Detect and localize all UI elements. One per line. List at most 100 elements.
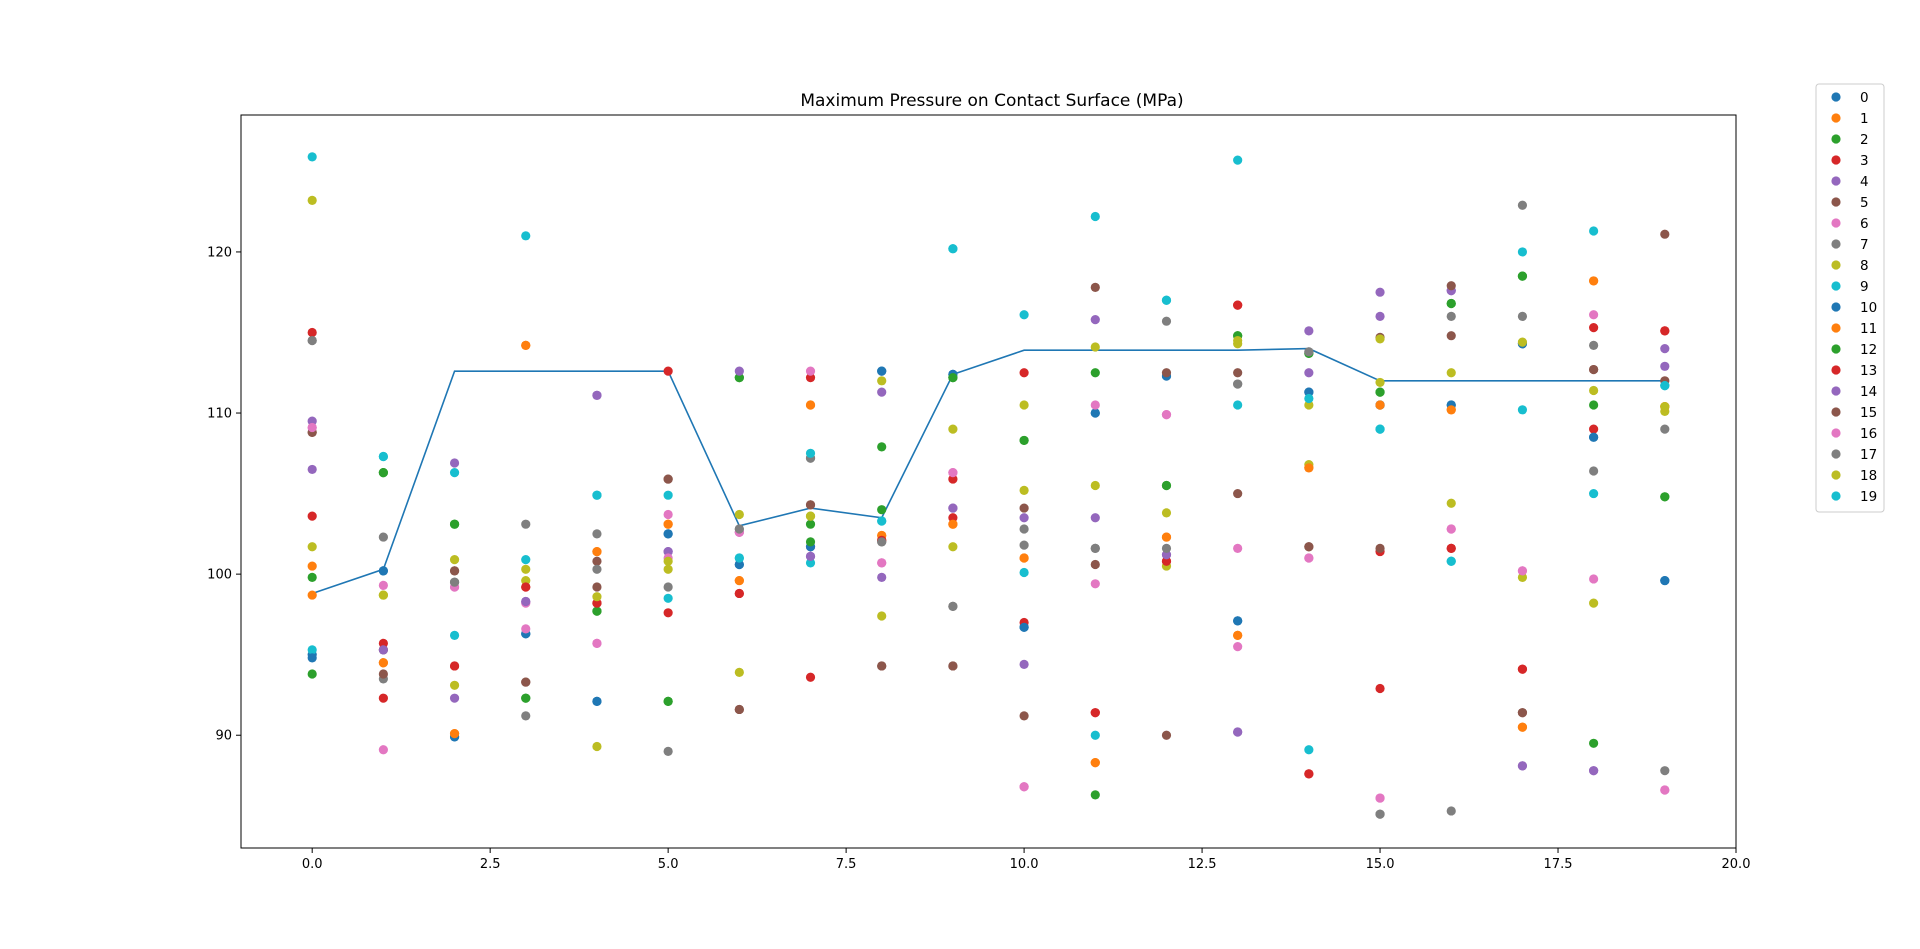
- data-point: [1161, 368, 1172, 378]
- data-point: [1233, 727, 1243, 737]
- data-point: [1517, 200, 1528, 210]
- data-point: [1589, 466, 1599, 476]
- data-point: [1019, 513, 1029, 523]
- data-point: [1589, 400, 1599, 410]
- x-axis: 0.0 2.5 5.0 7.5 10.0 12.5 15.0 17.5 20.0: [302, 848, 1750, 872]
- data-point: [1090, 790, 1100, 800]
- data-point: [521, 693, 531, 703]
- legend-label: 18: [1860, 468, 1877, 484]
- data-point: [805, 551, 816, 562]
- data-point: [1589, 766, 1599, 776]
- data-point: [521, 519, 531, 529]
- data-point: [307, 572, 317, 582]
- data-point: [877, 558, 887, 568]
- data-point: [307, 335, 317, 346]
- series-14: [307, 286, 1670, 776]
- series-8: [307, 195, 1670, 752]
- data-point: [521, 677, 531, 687]
- data-point: [1019, 782, 1029, 792]
- data-point: [592, 556, 602, 566]
- data-point: [521, 596, 531, 607]
- data-point: [805, 672, 816, 682]
- data-point: [1660, 361, 1670, 371]
- data-point: [1161, 410, 1172, 420]
- data-point: [1019, 540, 1029, 550]
- data-point: [307, 416, 317, 426]
- data-point: [1589, 488, 1599, 499]
- data-point: [734, 667, 744, 678]
- data-point: [1233, 400, 1243, 410]
- data-point: [1446, 524, 1456, 534]
- data-point: [1446, 311, 1456, 321]
- data-point: [378, 669, 388, 679]
- data-point: [1446, 405, 1456, 415]
- data-point: [734, 559, 744, 570]
- data-point: [877, 366, 887, 376]
- data-point: [1233, 335, 1243, 346]
- data-point: [521, 582, 531, 592]
- data-point: [877, 611, 887, 621]
- data-point: [449, 519, 460, 529]
- data-point: [1304, 368, 1314, 378]
- data-point: [663, 608, 673, 618]
- series-10: [307, 339, 1670, 742]
- x-tick-label: 5.0: [658, 857, 679, 872]
- data-point: [1660, 766, 1670, 776]
- data-point: [1161, 480, 1172, 491]
- data-point: [1161, 543, 1172, 553]
- legend-marker: [1831, 470, 1841, 480]
- data-point: [663, 696, 673, 707]
- data-point: [307, 590, 317, 600]
- legend-marker: [1831, 113, 1841, 123]
- data-point: [1304, 387, 1314, 397]
- data-point: [378, 638, 388, 649]
- legend-label: 19: [1860, 489, 1877, 505]
- data-point: [1161, 532, 1172, 542]
- data-point: [1375, 311, 1385, 321]
- data-point: [663, 556, 673, 566]
- data-point: [1019, 553, 1029, 563]
- data-point: [877, 376, 887, 386]
- series-19: [307, 152, 1670, 566]
- legend-label: 12: [1860, 342, 1877, 358]
- data-point: [449, 458, 460, 468]
- data-point: [1019, 503, 1029, 513]
- data-point: [307, 653, 317, 663]
- legend-marker: [1831, 323, 1841, 333]
- data-point: [1660, 424, 1670, 434]
- x-tick-label: 0.0: [302, 857, 323, 872]
- data-point: [877, 505, 887, 515]
- data-point: [1090, 730, 1100, 740]
- data-point: [1589, 340, 1599, 350]
- series-15: [307, 229, 1670, 718]
- data-point: [378, 693, 388, 703]
- data-point: [1161, 316, 1172, 326]
- data-point: [1090, 368, 1100, 378]
- data-point: [1019, 435, 1029, 446]
- data-point: [1019, 659, 1029, 669]
- data-point: [1233, 616, 1243, 626]
- data-point: [307, 464, 317, 475]
- x-tick-label: 15.0: [1366, 857, 1395, 872]
- data-point: [1019, 400, 1029, 410]
- data-point: [1589, 323, 1599, 333]
- data-point: [1090, 708, 1100, 718]
- data-point: [663, 746, 673, 756]
- series-line-max: [311, 347, 1665, 595]
- data-point: [1517, 405, 1528, 415]
- data-point: [1375, 377, 1385, 388]
- data-point: [948, 468, 958, 478]
- data-point: [378, 566, 388, 576]
- data-point: [1233, 155, 1243, 165]
- series-0: [307, 339, 1670, 742]
- data-point: [378, 532, 388, 542]
- data-point: [1660, 326, 1670, 336]
- data-point: [592, 696, 602, 707]
- data-point: [877, 572, 887, 582]
- x-tick-label: 12.5: [1188, 857, 1217, 872]
- data-point: [663, 366, 673, 376]
- series-9: [307, 244, 1670, 755]
- legend-label: 4: [1860, 174, 1869, 190]
